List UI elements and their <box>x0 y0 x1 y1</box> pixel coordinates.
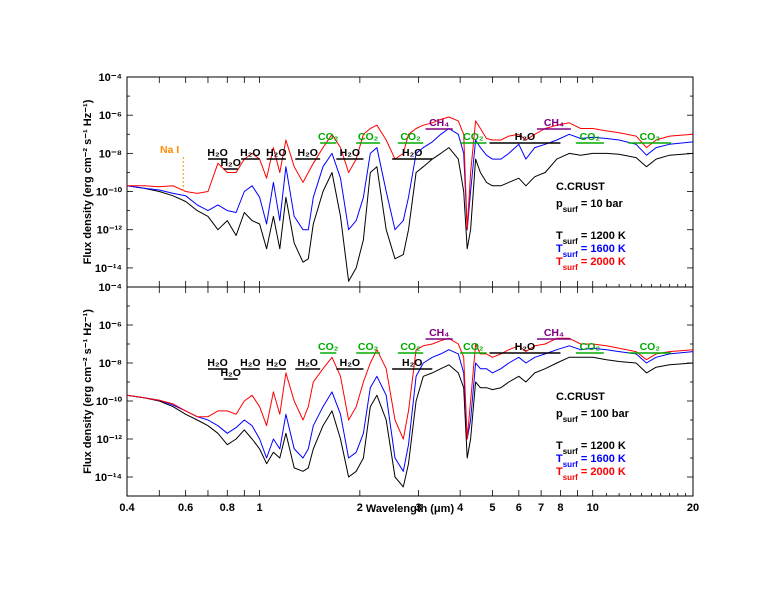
y-tick-label: 10⁻⁶ <box>99 110 122 122</box>
x-tick-label: 0.4 <box>119 502 135 514</box>
band-label: CO₂ <box>640 131 661 143</box>
legend-title: C.CRUST <box>556 181 605 193</box>
legend-entry-2: Tsurf = 2000 K <box>556 466 626 482</box>
band-label: H₂O <box>515 131 535 143</box>
band-label: CO₂ <box>318 131 339 143</box>
band-label: H₂O <box>298 147 318 159</box>
series-line-0 <box>127 356 693 488</box>
y-axis-label: Flux density (erg cm⁻² s⁻¹ Hz⁻¹) <box>82 99 94 264</box>
band-label: H₂O <box>402 147 422 159</box>
band-label: CH₄ <box>544 117 564 129</box>
series-line-2 <box>127 116 693 231</box>
band-label: H₂O <box>340 357 360 369</box>
y-tick-label: 10⁻¹⁴ <box>95 472 122 484</box>
series-line-2 <box>127 337 693 440</box>
band-label: H₂O <box>207 147 227 159</box>
x-axis-label: Wavelength (μm) <box>366 503 455 515</box>
x-tick-label: 6 <box>516 502 522 514</box>
band-label: H₂O <box>266 357 286 369</box>
x-tick-label: 3 <box>415 502 421 514</box>
band-label: CO₂ <box>580 341 601 353</box>
x-tick-label: 0.6 <box>178 502 193 514</box>
legend-pressure: psurf = 10 bar <box>556 198 624 214</box>
band-label: H₂O <box>298 357 318 369</box>
plot-frame <box>126 286 694 497</box>
band-label: H₂O <box>515 341 535 353</box>
band-label: H₂O <box>220 367 240 379</box>
legend-entry-0: Tsurf = 1200 K <box>556 230 626 246</box>
band-label: H₂O <box>266 147 286 159</box>
y-tick-label: 10⁻¹² <box>97 434 123 446</box>
x-tick-label: 8 <box>557 502 563 514</box>
y-tick-label: 10⁻⁶ <box>99 320 122 332</box>
band-label: H₂O <box>240 147 260 159</box>
x-tick-label: 20 <box>687 502 699 514</box>
x-tick-label: 4 <box>457 502 464 514</box>
series-line-0 <box>127 147 693 282</box>
legend-pressure: psurf = 100 bar <box>556 408 630 424</box>
x-tick-label: 10 <box>587 502 599 514</box>
x-tick-label: 2 <box>357 502 363 514</box>
band-label: H₂O <box>340 147 360 159</box>
x-tick-label: 1 <box>257 502 263 514</box>
band-label: CO₂ <box>400 341 421 353</box>
series-line-1 <box>127 128 693 231</box>
legend-title: C.CRUST <box>556 391 605 403</box>
band-label: CO₂ <box>580 131 601 143</box>
bottom-panel: 10⁻¹⁴ 10⁻¹² 10⁻¹⁰ 10⁻⁸ 10⁻⁶ 10⁻⁴ 0.4 0.6 0.8 1 2 3 4… <box>82 282 699 514</box>
band-label: CO₂ <box>318 341 339 353</box>
band-label: CH₄ <box>429 117 449 129</box>
y-tick-label: 10⁻¹⁰ <box>96 187 123 199</box>
band-label: H₂O <box>220 157 240 169</box>
series-line-1 <box>127 345 693 472</box>
y-tick-label: 10⁻⁸ <box>99 358 122 370</box>
legend-entry-1: Tsurf = 1600 K <box>556 243 626 259</box>
band-label: H₂O <box>240 357 260 369</box>
na-label: Na I <box>160 144 179 156</box>
y-tick-label: 10⁻⁴ <box>99 282 122 294</box>
y-tick-label: 10⁻¹⁴ <box>95 263 122 275</box>
band-label: CO₂ <box>358 341 379 353</box>
y-axis-label: Flux density (erg cm⁻² s⁻¹ Hz⁻¹) <box>82 309 94 474</box>
band-label: H₂O <box>207 357 227 369</box>
band-label: H₂O <box>402 357 422 369</box>
legend-entry-1: Tsurf = 1600 K <box>556 453 626 469</box>
x-tick-label: 0.8 <box>220 502 235 514</box>
legend-entry-2: Tsurf = 2000 K <box>556 256 626 272</box>
top-panel: 10⁻¹⁴ 10⁻¹² 10⁻¹⁰ 10⁻⁸ 10⁻⁶ 10⁻⁴ Flux density … <box>82 72 694 288</box>
band-label: CO₂ <box>640 341 661 353</box>
x-tick-label: 7 <box>538 502 544 514</box>
y-tick-label: 10⁻⁸ <box>99 148 122 160</box>
legend-entry-0: Tsurf = 1200 K <box>556 440 626 456</box>
band-label: CO₂ <box>400 131 421 143</box>
y-tick-label: 10⁻¹⁰ <box>96 396 123 408</box>
band-label: CH₄ <box>544 327 564 339</box>
band-label: CO₂ <box>463 131 484 143</box>
band-label: CH₄ <box>429 327 449 339</box>
x-tick-label: 5 <box>489 502 495 514</box>
band-label: CO₂ <box>358 131 379 143</box>
y-tick-label: 10⁻⁴ <box>99 72 122 84</box>
y-tick-label: 10⁻¹² <box>97 225 123 237</box>
band-label: CO₂ <box>463 341 484 353</box>
